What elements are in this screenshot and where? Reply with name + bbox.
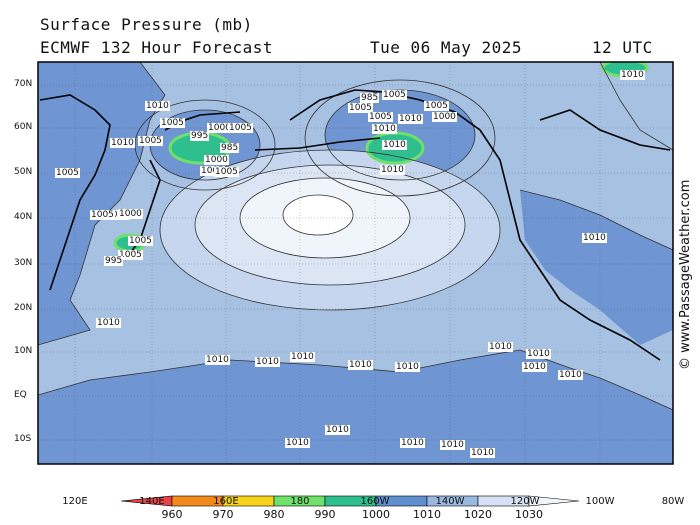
southern-low-band <box>38 350 673 464</box>
longitude-label: 100W <box>585 496 615 507</box>
colorbar-tick-label: 980 <box>263 508 285 521</box>
isobar-label: 1010 <box>110 138 135 148</box>
isobar-label: 1005 <box>118 250 143 260</box>
isobar-label: 1010 <box>382 140 407 150</box>
isobar-label: 1000 <box>432 112 457 122</box>
isobar-label: 1010 <box>372 124 397 134</box>
latitude-label: EQ <box>14 390 27 400</box>
colorbar <box>120 495 580 507</box>
isobar-label: 1005 <box>55 168 80 178</box>
isobar-label: 1010 <box>620 70 645 80</box>
isobar-label: 1010 <box>285 438 310 448</box>
colorbar-tick-label: 1030 <box>515 508 543 521</box>
latitude-label: 60N <box>14 122 33 132</box>
longitude-label: 120W <box>510 496 540 507</box>
latitude-label: 10N <box>14 346 33 356</box>
forecast-model: ECMWF 132 Hour Forecast <box>40 38 274 57</box>
longitude-label: 140W <box>435 496 465 507</box>
isobar-label: 1005 <box>424 101 449 111</box>
isobar-label: 1010 <box>440 440 465 450</box>
longitude-label: 180 <box>290 496 310 507</box>
isobar-label: 1010 <box>522 362 547 372</box>
isobar-label: 1010 <box>348 360 373 370</box>
colorbar-tick-label: 960 <box>161 508 183 521</box>
latitude-label: 10S <box>14 434 32 444</box>
isobar-label: 1000 <box>118 209 143 219</box>
forecast-date: Tue 06 May 2025 <box>370 38 522 57</box>
isobar-label: 1005 <box>368 112 393 122</box>
isobar-label: 1010 <box>325 425 350 435</box>
isobar-label: 995 <box>104 256 124 266</box>
latitude-label: 40N <box>14 212 33 222</box>
isobar-label: 1005 <box>160 118 185 128</box>
latitude-label: 70N <box>14 79 33 89</box>
isobar-label: 1010 <box>400 438 425 448</box>
isobar-label: 1000 <box>105 210 130 220</box>
isobar-label: 1005 <box>138 136 163 146</box>
longitude-label: 120E <box>62 496 88 507</box>
colorbar-tick-label: 970 <box>212 508 234 521</box>
forecast-time: 12 UTC <box>592 38 653 57</box>
longitude-label: 160W <box>360 496 390 507</box>
isobar-label: 1005 <box>382 90 407 100</box>
isobar-label: 1005 <box>214 167 239 177</box>
colorbar-tick-label: 1010 <box>413 508 441 521</box>
credit-text: © www.PassageWeather.com <box>678 179 693 370</box>
isobar-label: 1005 <box>348 103 373 113</box>
colorbar-tick-label: 1000 <box>362 508 390 521</box>
latitude-label: 20N <box>14 303 33 313</box>
isobar-label: 985 <box>360 93 380 103</box>
isobar-label: 985 <box>220 143 240 153</box>
isobar-label: 1005 <box>200 166 225 176</box>
western-low-region <box>38 62 165 345</box>
isobar-label: 1010 <box>526 349 551 359</box>
colorbar-tick-label: 1020 <box>464 508 492 521</box>
isobar-label: 1010 <box>96 318 121 328</box>
colorbar-high-arrow <box>528 495 580 507</box>
isobar-label: 1010 <box>582 233 607 243</box>
coastlines <box>39 89 671 361</box>
isobar-label: 995 <box>190 131 210 141</box>
map-title: Surface Pressure (mb) <box>40 15 253 34</box>
isobar-label: 1005 <box>228 123 253 133</box>
isobar-label: 1010 <box>395 362 420 372</box>
latitude-label: 30N <box>14 258 33 268</box>
eastern-low-region <box>520 190 673 345</box>
isobar-label: 1010 <box>380 165 405 175</box>
isobar-label: 1000 <box>207 123 232 133</box>
isobar-label: 1000 <box>204 155 229 165</box>
isobar-label: 1010 <box>470 448 495 458</box>
latitude-label: 50N <box>14 167 33 177</box>
isobar-label: 1005 <box>128 236 153 246</box>
colorbar-tick-label: 990 <box>314 508 336 521</box>
longitude-label: 160E <box>213 496 239 507</box>
longitude-label: 140E <box>139 496 165 507</box>
isobar-label: 1010 <box>488 342 513 352</box>
isobar-label: 1010 <box>290 352 315 362</box>
isobar-label: 1010 <box>205 355 230 365</box>
isobar-label: 1010 <box>398 114 423 124</box>
isobar-label: 1010 <box>145 101 170 111</box>
isobar-label: 1010 <box>558 370 583 380</box>
longitude-label: 80W <box>661 496 685 507</box>
isobar-label: 1005 <box>90 210 115 220</box>
isobar-label: 1010 <box>255 357 280 367</box>
high-center <box>283 195 353 235</box>
